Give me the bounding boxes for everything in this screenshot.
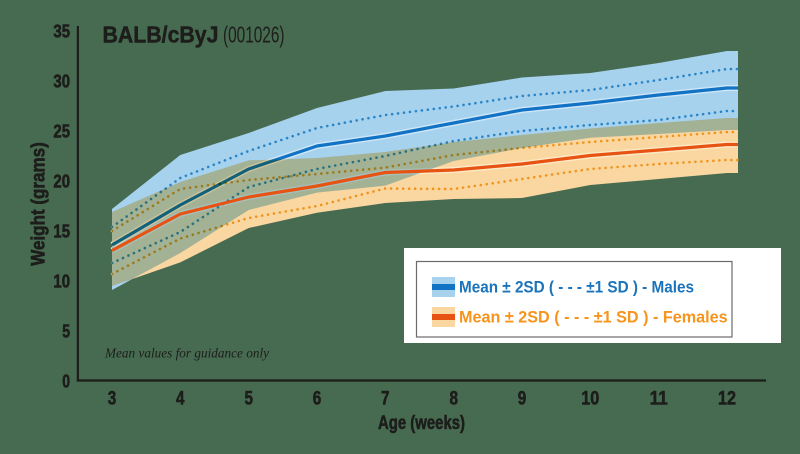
svg-text:Age (weeks): Age (weeks) — [378, 413, 465, 434]
svg-text:4: 4 — [176, 388, 185, 409]
svg-text:3: 3 — [108, 388, 117, 409]
svg-text:9: 9 — [518, 388, 527, 409]
svg-text:15: 15 — [53, 222, 70, 242]
svg-text:0: 0 — [62, 372, 70, 392]
svg-text:30: 30 — [53, 72, 70, 92]
svg-text:Weight (grams): Weight (grams) — [28, 142, 49, 266]
svg-text:8: 8 — [449, 388, 458, 409]
svg-text:25: 25 — [53, 122, 70, 142]
svg-text:Mean ± 2SD ( - - - ±1 SD ) -: Mean ± 2SD ( - - - ±1 SD ) - Females — [459, 309, 728, 327]
svg-text:35: 35 — [53, 22, 70, 42]
svg-text:6: 6 — [313, 388, 322, 409]
svg-text:20: 20 — [53, 172, 70, 192]
svg-text:Mean values for guidance only: Mean values for guidance only — [104, 347, 270, 362]
svg-text:10: 10 — [53, 272, 70, 292]
svg-text:Mean ± 2SD ( - - - ±1 SD ) -: Mean ± 2SD ( - - - ±1 SD ) - Males — [459, 279, 694, 297]
svg-text:12: 12 — [718, 388, 736, 409]
svg-text:11: 11 — [650, 388, 668, 409]
svg-text:(001026): (001026) — [223, 21, 285, 47]
svg-text:10: 10 — [581, 388, 599, 409]
svg-text:BALB/cByJ: BALB/cByJ — [103, 21, 219, 47]
svg-text:5: 5 — [62, 322, 70, 342]
svg-text:7: 7 — [381, 388, 390, 409]
svg-text:5: 5 — [244, 388, 253, 409]
